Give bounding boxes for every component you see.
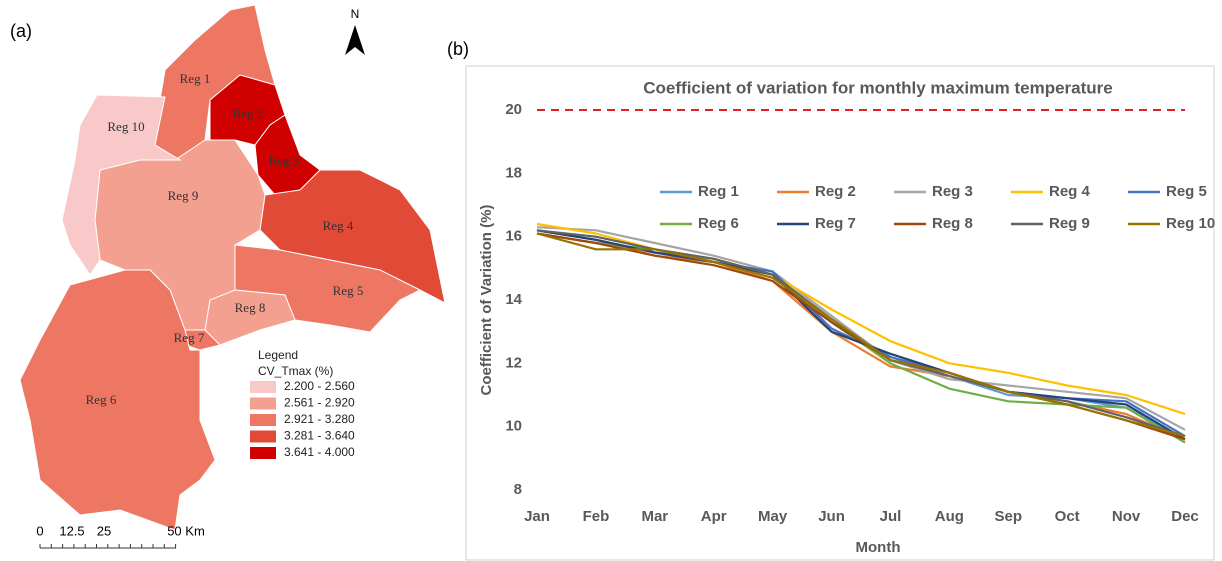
- legend-label: Reg 4: [1049, 183, 1091, 200]
- region-label: Reg 2: [233, 106, 264, 121]
- scale-label: 12.5: [59, 523, 84, 538]
- series-line: [536, 232, 1186, 438]
- y-axis-label: Coefficient of Variation (%): [478, 205, 495, 396]
- region-label: Reg 10: [107, 119, 144, 134]
- map-legend: 2.200 - 2.560 2.561 - 2.920 2.921 - 3.280 3…: [250, 379, 355, 459]
- region-label: Reg 4: [323, 218, 354, 233]
- x-tick-label: Oct: [1055, 508, 1080, 525]
- legend-label: Reg 1: [698, 183, 739, 200]
- y-tick-label: 18: [505, 164, 522, 181]
- region-label: Reg 1: [180, 71, 211, 86]
- scale-label: 0: [36, 523, 43, 538]
- legend-swatch: [250, 430, 276, 443]
- scale-label: 50 Km: [167, 523, 205, 538]
- region-label: Reg 3: [269, 153, 300, 168]
- region: [19, 269, 216, 531]
- legend-label: Reg 6: [698, 215, 739, 232]
- x-tick-label: Mar: [641, 508, 668, 525]
- x-tick-label: Jul: [880, 508, 902, 525]
- legend-label: 3.641 - 4.000: [284, 445, 355, 459]
- panel-frame: [465, 65, 1215, 561]
- legend-subtitle: CV_Tmax (%): [258, 364, 333, 378]
- x-axis-label: Month: [856, 539, 901, 556]
- legend-label: 2.921 - 3.280: [284, 412, 355, 426]
- series-line: [536, 232, 1186, 441]
- series-line: [536, 226, 1186, 431]
- region-label: Reg 6: [86, 392, 117, 407]
- legend-label: Reg 7: [815, 215, 856, 232]
- north-arrow: [345, 25, 365, 55]
- scale-labels: 0 12.5 25 50 Km: [36, 523, 205, 548]
- x-tick-label: Nov: [1112, 508, 1141, 525]
- x-tick-label: Feb: [583, 508, 610, 525]
- legend-label: Reg 2: [815, 183, 856, 200]
- legend-label: 2.561 - 2.920: [284, 396, 355, 410]
- legend-title: Legend: [258, 348, 298, 362]
- x-tick-label: Apr: [701, 508, 727, 525]
- legend-label: Reg 9: [1049, 215, 1090, 232]
- legend-label: 2.200 - 2.560: [284, 379, 355, 393]
- scale-label: 25: [97, 523, 111, 538]
- legend-swatch: [250, 397, 276, 410]
- series-line: [536, 222, 1186, 416]
- north-label: N: [351, 7, 360, 21]
- y-tick-label: 10: [505, 418, 522, 435]
- legend-swatch: [250, 414, 276, 426]
- y-tick-label: 14: [505, 291, 522, 308]
- legend-label: Reg 3: [932, 183, 973, 200]
- y-tick-label: 20: [505, 101, 522, 118]
- legend-label: Reg 8: [932, 215, 973, 232]
- chart-title: Coefficient of variation for monthly max…: [643, 78, 1112, 97]
- region-label: Reg 9: [168, 188, 199, 203]
- panel-label: (a): [10, 21, 32, 41]
- panel-label: (b): [447, 39, 469, 59]
- legend-label: Reg 10: [1166, 215, 1215, 232]
- y-tick-label: 8: [514, 481, 522, 498]
- region-label: Reg 8: [235, 300, 266, 315]
- x-tick-label: Jun: [818, 508, 845, 525]
- y-tick-label: 16: [505, 228, 522, 245]
- legend-swatch: [250, 447, 276, 459]
- legend-swatch: [250, 381, 276, 393]
- region: [61, 94, 182, 276]
- x-tick-label: Sep: [995, 508, 1023, 525]
- region-label: Reg 5: [333, 283, 364, 298]
- region: [204, 289, 296, 346]
- region-label: Reg 7: [174, 330, 205, 345]
- x-tick-label: Dec: [1171, 508, 1199, 525]
- legend-label: 3.281 - 3.640: [284, 429, 355, 443]
- x-tick-label: Jan: [524, 508, 550, 525]
- plot: 8 10 12 14 16 18 20 Jan Feb Mar Apr May Jun Jul Aug Sep…: [505, 101, 1215, 525]
- y-tick-label: 12: [505, 354, 522, 371]
- map-panel: [19, 4, 446, 549]
- x-tick-label: May: [758, 508, 788, 525]
- legend-label: Reg 5: [1166, 183, 1207, 200]
- x-tick-label: Aug: [935, 508, 964, 525]
